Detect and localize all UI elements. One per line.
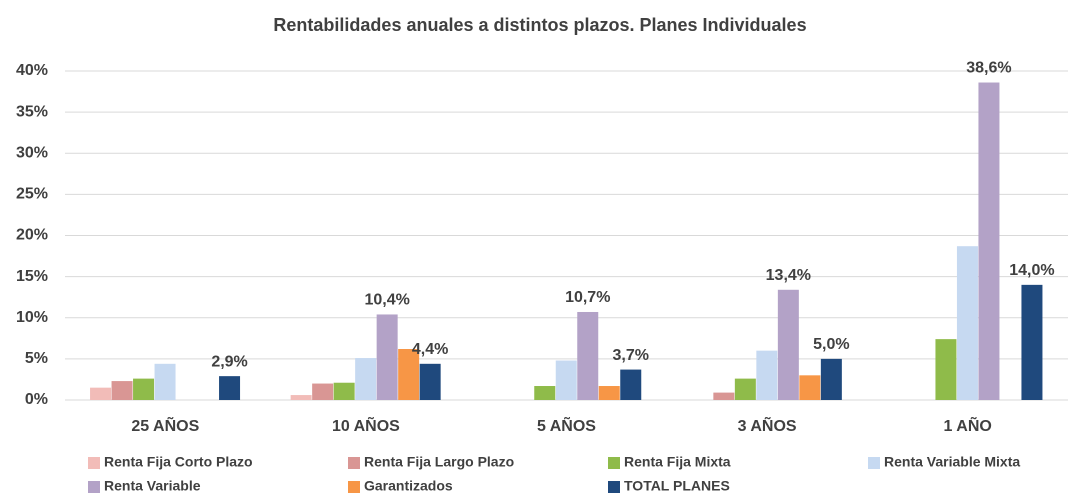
y-tick-label: 10% <box>16 309 48 326</box>
bar <box>355 358 377 400</box>
data-label: 10,4% <box>364 292 409 309</box>
bar <box>154 363 176 400</box>
legend-label: Renta Fija Mixta <box>624 454 731 470</box>
data-label: 38,6% <box>966 60 1011 77</box>
y-tick-label: 35% <box>16 103 48 120</box>
bar <box>978 82 1000 400</box>
bar <box>398 349 420 400</box>
y-tick-label: 20% <box>16 227 48 244</box>
legend-swatch <box>348 457 360 469</box>
y-tick-label: 30% <box>16 144 48 161</box>
legend-swatch <box>608 457 620 469</box>
x-tick-label: 5 AÑOS <box>537 415 596 435</box>
bar <box>956 246 978 400</box>
bar <box>290 395 312 400</box>
legend-label: Renta Variable Mixta <box>884 454 1020 470</box>
data-label: 3,7% <box>613 347 649 364</box>
legend-label: Garantizados <box>364 478 453 493</box>
y-tick-label: 15% <box>16 268 48 285</box>
legend-label: Renta Fija Largo Plazo <box>364 454 514 470</box>
bar <box>1021 284 1043 400</box>
data-label: 10,7% <box>565 289 610 306</box>
y-tick-label: 0% <box>25 391 48 408</box>
bar <box>312 383 334 400</box>
bar <box>333 382 355 400</box>
bar <box>219 376 241 400</box>
x-tick-label: 1 AÑO <box>944 415 992 435</box>
data-label: 4,4% <box>412 341 448 358</box>
y-tick-label: 5% <box>25 350 48 367</box>
bar <box>820 358 842 400</box>
legend-swatch <box>608 481 620 493</box>
data-label: 14,0% <box>1009 262 1054 279</box>
legend-label: Renta Variable <box>104 478 201 493</box>
bar <box>935 339 957 400</box>
bar <box>620 369 642 400</box>
legend-label: TOTAL PLANES <box>624 478 730 493</box>
legend-swatch <box>868 457 880 469</box>
bar <box>756 350 778 400</box>
bar <box>577 311 599 400</box>
y-tick-label: 25% <box>16 186 48 203</box>
data-label: 2,9% <box>211 353 247 370</box>
bar <box>90 387 112 400</box>
bar <box>598 386 620 400</box>
bar <box>376 314 398 400</box>
legend-swatch <box>348 481 360 493</box>
bar <box>734 378 756 400</box>
bar <box>713 392 735 400</box>
legend-label: Renta Fija Corto Plazo <box>104 454 253 470</box>
data-label: 13,4% <box>766 267 811 284</box>
x-tick-label: 10 AÑOS <box>332 415 400 435</box>
bar <box>111 381 133 400</box>
bar <box>555 360 577 400</box>
legend-swatch <box>88 481 100 493</box>
legend-swatch <box>88 457 100 469</box>
bar <box>419 363 441 400</box>
bar <box>534 386 556 400</box>
bar <box>799 375 821 400</box>
y-tick-label: 40% <box>16 62 48 79</box>
data-label: 5,0% <box>813 336 849 353</box>
chart-title: Rentabilidades anuales a distintos plazo… <box>273 15 806 35</box>
bar <box>777 289 799 400</box>
bar <box>133 378 155 400</box>
x-tick-label: 25 AÑOS <box>131 415 199 435</box>
x-tick-label: 3 AÑOS <box>738 415 797 435</box>
